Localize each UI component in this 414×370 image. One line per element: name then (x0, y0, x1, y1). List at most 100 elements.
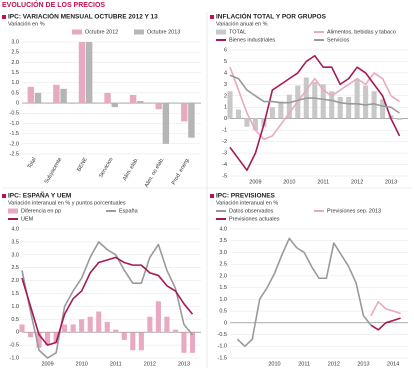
bar (19, 324, 25, 333)
chart-subtitle: Variación anual en % (216, 21, 268, 27)
legend-label: Diferencia en pp (21, 208, 61, 214)
x-tick-label: 2012 (144, 361, 156, 367)
y-tick-label: 3.0 (219, 250, 227, 256)
bar (104, 92, 111, 104)
y-tick-label: 0 (224, 116, 227, 122)
y-tick-label: -5 (222, 173, 227, 179)
y-tick-label: 3.5 (11, 239, 19, 245)
y-tick-label: 2.5 (11, 50, 19, 56)
bar (337, 96, 343, 119)
legend-label: Octubre 2012 (85, 29, 118, 35)
y-tick-label: 5 (224, 59, 227, 65)
series-line (21, 241, 194, 359)
legend-swatch (134, 29, 144, 35)
bar (278, 101, 284, 119)
x-tick-label: 2009 (249, 179, 261, 185)
series-line (21, 256, 194, 346)
y-tick-label: -1 (222, 128, 227, 134)
chart-subtitle: Variación interanual en % (216, 200, 278, 206)
x-tick-label: Servicios (98, 157, 114, 180)
bar (53, 332, 59, 343)
chart-title: IPC: PREVISIONES (216, 193, 276, 200)
legend-label: TOTAL (229, 29, 246, 35)
x-tick-label: 2013 (178, 361, 190, 367)
y-tick-label: -3 (222, 151, 227, 157)
y-tick-label: 0 (224, 320, 227, 326)
bar (137, 101, 144, 104)
y-tick-label: 1.5 (11, 291, 19, 297)
legend-label: Alimentos, bebidas y tabaco (327, 29, 396, 35)
y-tick-label: 3.0 (11, 39, 19, 45)
x-tick-label: Subyacente (44, 157, 64, 185)
bar (78, 42, 86, 104)
x-tick-label: 2010 (76, 361, 88, 367)
bar (129, 94, 137, 104)
y-tick-label: -2 (222, 139, 227, 145)
legend-label: Servicios (327, 37, 350, 43)
y-tick-label: -1.0 (10, 121, 19, 127)
series-line (229, 74, 400, 114)
y-tick-label: 3.5 (219, 238, 227, 244)
x-tick-label: 2013 (357, 361, 369, 367)
chart-title: IPC: ESPAÑA Y UEM (8, 191, 71, 200)
y-tick-label: -0.5 (218, 332, 227, 338)
header: EVOLUCIÓN DE LOS PRECIOS (2, 0, 105, 9)
y-tick-label: 1.0 (11, 80, 19, 86)
bar (189, 332, 196, 353)
y-tick-label: 3 (224, 82, 227, 88)
bar (87, 316, 93, 333)
y-tick-label: -4 (222, 162, 227, 168)
bar (396, 118, 403, 120)
bar (244, 118, 250, 127)
bar (113, 329, 119, 333)
bar (354, 79, 360, 119)
x-tick-label: Alim. elab. (122, 156, 140, 182)
y-tick-label: 0.5 (219, 309, 227, 315)
legend-label: UEM (21, 216, 34, 222)
legend-label: Bienes industriales (229, 37, 275, 43)
y-tick-label: 4 (224, 70, 227, 76)
legend-label: Previsiones sep. 2013 (327, 208, 381, 214)
legend-label: Previsiones actuales (229, 216, 280, 222)
bar (172, 329, 178, 333)
series-line (229, 54, 401, 172)
bar (363, 85, 369, 119)
x-tick-label: Alim. no elab. (144, 156, 166, 188)
y-tick-label: 1.5 (219, 285, 227, 291)
bar (346, 96, 352, 119)
bar (121, 332, 127, 340)
y-tick-label: -1.0 (218, 344, 227, 350)
bar (155, 103, 162, 110)
y-tick-label: -0.5 (10, 343, 19, 349)
chart-subtitle: Variación en % (8, 21, 45, 27)
bar (104, 321, 110, 333)
x-tick-label: 2009 (41, 361, 53, 367)
bar (188, 103, 195, 138)
bar (181, 103, 188, 122)
x-tick-label: 2012 (328, 361, 340, 367)
bar (130, 332, 136, 351)
x-tick-label: 2011 (317, 179, 329, 185)
y-tick-label: -1.0 (10, 355, 19, 361)
bar (320, 84, 326, 119)
chart-title: INFLACIÓN TOTAL Y POR GRUPOS (216, 12, 327, 21)
bar (147, 316, 153, 333)
bar (70, 324, 76, 333)
bar (138, 332, 144, 351)
bar (329, 91, 335, 119)
x-tick-label: 2011 (298, 361, 310, 367)
x-tick-label: Prod. energ. (171, 156, 192, 186)
bar (371, 91, 377, 119)
y-tick-label: 3.0 (11, 252, 19, 258)
bar (62, 324, 68, 333)
x-tick-label: 2011 (110, 361, 122, 367)
y-tick-label: 2.0 (11, 60, 19, 66)
y-tick-label: 2.5 (219, 262, 227, 268)
y-tick-label: 1.0 (219, 297, 227, 303)
bar (227, 91, 233, 119)
bar (27, 332, 34, 338)
x-tick-label: 2012 (351, 179, 363, 185)
y-tick-label: -2.0 (10, 141, 19, 147)
bar (79, 319, 85, 333)
bar (286, 94, 292, 119)
